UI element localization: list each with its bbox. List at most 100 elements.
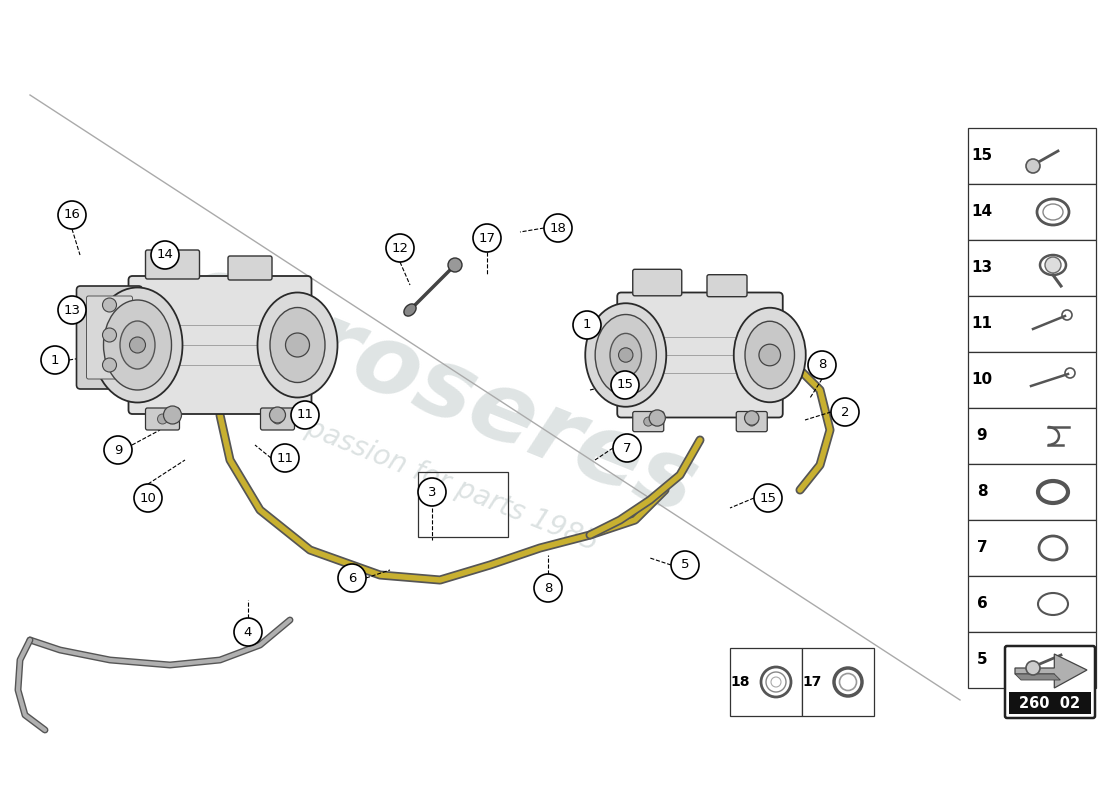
Text: 16: 16 — [64, 209, 80, 222]
Text: 18: 18 — [730, 675, 750, 689]
Circle shape — [58, 201, 86, 229]
Text: 7: 7 — [977, 541, 988, 555]
Text: 8: 8 — [977, 485, 988, 499]
Text: a passion for parts 1985: a passion for parts 1985 — [278, 404, 602, 556]
Circle shape — [104, 436, 132, 464]
Text: 7: 7 — [623, 442, 631, 454]
FancyBboxPatch shape — [617, 293, 783, 418]
FancyBboxPatch shape — [707, 274, 747, 297]
Circle shape — [130, 337, 145, 353]
Text: 13: 13 — [971, 261, 992, 275]
Circle shape — [754, 484, 782, 512]
Circle shape — [234, 618, 262, 646]
Text: euroseres: euroseres — [169, 245, 711, 535]
Circle shape — [644, 417, 652, 426]
FancyBboxPatch shape — [1005, 646, 1094, 718]
Circle shape — [1026, 159, 1039, 173]
Bar — [968, 632, 1096, 688]
Bar — [968, 576, 1096, 632]
Text: 15: 15 — [759, 491, 777, 505]
Text: 17: 17 — [802, 675, 822, 689]
Circle shape — [338, 564, 366, 592]
Circle shape — [164, 406, 182, 424]
Circle shape — [286, 333, 309, 357]
Bar — [968, 352, 1096, 408]
FancyBboxPatch shape — [77, 286, 143, 389]
Circle shape — [102, 328, 117, 342]
Text: 8: 8 — [543, 582, 552, 594]
Circle shape — [448, 258, 462, 272]
Text: 8: 8 — [817, 358, 826, 371]
Circle shape — [747, 417, 757, 426]
Circle shape — [1045, 257, 1062, 273]
Text: 18: 18 — [550, 222, 566, 234]
Ellipse shape — [734, 308, 805, 402]
Text: 11: 11 — [297, 409, 313, 422]
Text: 12: 12 — [392, 242, 408, 254]
Circle shape — [58, 296, 86, 324]
Bar — [968, 128, 1096, 184]
Ellipse shape — [120, 321, 155, 369]
Circle shape — [273, 414, 283, 424]
Ellipse shape — [257, 293, 338, 398]
Text: 6: 6 — [348, 571, 356, 585]
FancyBboxPatch shape — [145, 250, 199, 279]
Circle shape — [544, 214, 572, 242]
Bar — [968, 408, 1096, 464]
Bar — [968, 184, 1096, 240]
Bar — [418, 472, 508, 537]
Polygon shape — [1015, 674, 1060, 680]
Text: 1: 1 — [51, 354, 59, 366]
Text: 17: 17 — [478, 231, 495, 245]
Circle shape — [759, 344, 781, 366]
FancyBboxPatch shape — [632, 270, 682, 296]
Bar — [1009, 692, 1091, 714]
Circle shape — [157, 414, 167, 424]
Text: 11: 11 — [276, 451, 294, 465]
Circle shape — [808, 351, 836, 379]
Text: 6: 6 — [977, 597, 988, 611]
Text: 3: 3 — [428, 486, 437, 498]
Bar — [968, 464, 1096, 520]
Bar — [968, 296, 1096, 352]
Text: 2: 2 — [840, 406, 849, 418]
Text: 5: 5 — [681, 558, 690, 571]
Ellipse shape — [610, 334, 641, 377]
Ellipse shape — [745, 322, 794, 389]
Circle shape — [1026, 661, 1039, 675]
Text: 14: 14 — [971, 205, 992, 219]
Text: 11: 11 — [971, 317, 992, 331]
Ellipse shape — [595, 314, 657, 395]
Text: 10: 10 — [140, 491, 156, 505]
Ellipse shape — [103, 300, 172, 390]
Ellipse shape — [270, 307, 324, 382]
Circle shape — [573, 311, 601, 339]
Circle shape — [418, 478, 446, 506]
Ellipse shape — [92, 287, 183, 402]
Text: 260  02: 260 02 — [1020, 695, 1080, 710]
Text: 9: 9 — [977, 429, 988, 443]
Circle shape — [102, 298, 117, 312]
Circle shape — [613, 434, 641, 462]
Polygon shape — [1015, 654, 1087, 688]
Circle shape — [134, 484, 162, 512]
Circle shape — [534, 574, 562, 602]
Circle shape — [151, 241, 179, 269]
FancyBboxPatch shape — [261, 408, 295, 430]
FancyBboxPatch shape — [129, 276, 311, 414]
Text: 15: 15 — [971, 149, 992, 163]
Ellipse shape — [404, 304, 416, 316]
Circle shape — [292, 401, 319, 429]
Text: 10: 10 — [971, 373, 992, 387]
Circle shape — [270, 407, 286, 423]
Circle shape — [41, 346, 69, 374]
Text: 1: 1 — [583, 318, 592, 331]
Circle shape — [386, 234, 414, 262]
Circle shape — [271, 444, 299, 472]
FancyBboxPatch shape — [87, 296, 132, 379]
FancyBboxPatch shape — [228, 256, 272, 280]
FancyBboxPatch shape — [145, 408, 179, 430]
Bar — [730, 648, 802, 716]
Circle shape — [102, 358, 117, 372]
Circle shape — [830, 398, 859, 426]
